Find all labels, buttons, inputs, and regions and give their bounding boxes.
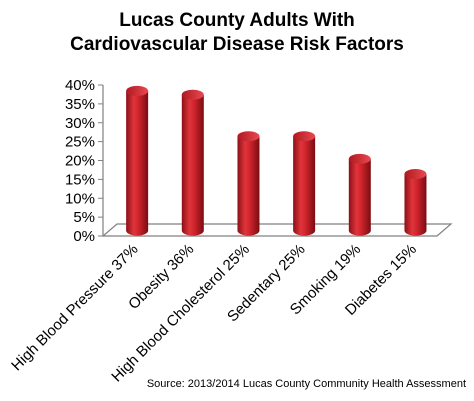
bar xyxy=(237,131,260,236)
bar xyxy=(293,131,316,236)
bars xyxy=(126,85,427,236)
y-tick-label: 25% xyxy=(65,134,95,151)
category-labels: High Blood Pressure 37%Obesity 36%High B… xyxy=(8,241,420,386)
bar-body xyxy=(237,136,260,236)
bar xyxy=(348,153,371,236)
y-tick-label: 5% xyxy=(73,209,95,226)
bar-body xyxy=(348,158,371,236)
bar xyxy=(181,89,204,236)
y-tick-label: 15% xyxy=(65,171,95,188)
category-label: High Blood Pressure 37% xyxy=(8,241,141,374)
y-tick-label: 10% xyxy=(65,190,95,207)
floor-plane xyxy=(101,223,453,237)
bar-body xyxy=(181,94,204,236)
y-tick-label: 40% xyxy=(65,77,95,94)
bar-cap xyxy=(181,89,204,100)
y-tick-label: 30% xyxy=(65,115,95,132)
bar-cap xyxy=(348,153,371,164)
bar-cap xyxy=(237,131,260,142)
y-tick-label: 20% xyxy=(65,153,95,170)
bar-cap xyxy=(404,168,427,179)
chart-title-line-2: Cardiovascular Disease Risk Factors xyxy=(70,34,404,55)
bar-cap xyxy=(293,131,316,142)
y-tick-label: 0% xyxy=(73,228,95,245)
y-tick-label: 35% xyxy=(65,96,95,113)
bar xyxy=(126,85,149,236)
source-note: Source: 2013/2014 Lucas County Community… xyxy=(147,378,466,390)
bar-body xyxy=(126,90,149,236)
y-axis xyxy=(98,84,104,237)
chart-title-line-1: Lucas County Adults With xyxy=(119,10,355,31)
bar-cap xyxy=(126,85,149,96)
chart-floor xyxy=(101,223,453,237)
bar-body xyxy=(404,173,427,236)
bar xyxy=(404,168,427,236)
y-tick-labels: 0% 5% 10% 15%20% 25% 30% 35% 40% xyxy=(65,77,95,245)
bar-body xyxy=(293,136,316,236)
